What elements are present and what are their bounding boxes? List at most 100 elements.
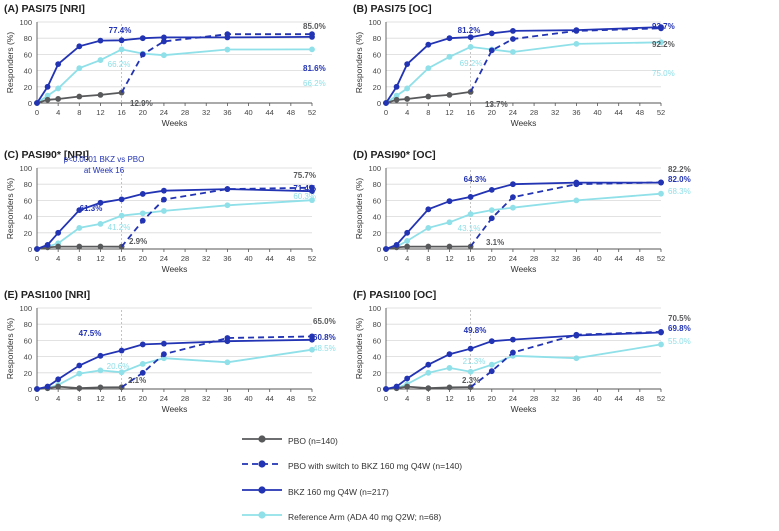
- data-point-bkz: [425, 41, 432, 48]
- data-point-bkz: [510, 336, 516, 343]
- x-tick-label: 16: [117, 394, 125, 403]
- x-tick-label: 32: [551, 254, 559, 263]
- x-tick-label: 28: [530, 254, 538, 263]
- x-tick-label: 40: [244, 394, 252, 403]
- data-point-bkz: [161, 34, 167, 41]
- data-point-pbo: [44, 96, 51, 103]
- y-tick-label: 40: [373, 67, 381, 76]
- x-tick-label: 36: [223, 254, 231, 263]
- y-tick-label: 80: [373, 320, 381, 329]
- y-tick-label: 20: [24, 83, 32, 92]
- data-point-ada: [44, 92, 51, 99]
- y-tick-label: 40: [24, 67, 32, 76]
- x-tick-label: 40: [593, 108, 601, 117]
- data-point-ada: [309, 346, 315, 353]
- data-point-ada: [97, 220, 104, 227]
- data-label: 81.6%: [303, 64, 326, 73]
- x-tick-label: 16: [117, 108, 125, 117]
- data-point-bkz: [393, 83, 400, 90]
- chart-title: (C) PASI90* [NRI]: [4, 149, 89, 161]
- x-tick-label: 16: [466, 394, 474, 403]
- x-tick-label: 4: [405, 394, 409, 403]
- x-tick-label: 40: [244, 108, 252, 117]
- x-tick-label: 4: [405, 254, 409, 263]
- data-point-ada: [488, 361, 495, 368]
- data-point-bkz: [55, 61, 62, 68]
- x-tick-label: 44: [266, 394, 274, 403]
- x-tick-label: 24: [509, 108, 517, 117]
- data-point-bkz: [309, 336, 315, 343]
- data-label: 43.1%: [458, 224, 481, 233]
- data-point-pbo: [55, 96, 62, 102]
- x-axis-label: Weeks: [162, 118, 188, 128]
- data-point-pbo: [55, 383, 62, 390]
- data-point-bkz: [97, 352, 104, 359]
- x-tick-label: 0: [384, 108, 388, 117]
- data-point-bkz: [488, 186, 495, 193]
- legend-item-pbo: PBO (n=140): [240, 430, 540, 455]
- series-line-bkz: [36, 338, 313, 390]
- data-point-pbo: [97, 243, 104, 250]
- data-point-switch: [139, 51, 146, 58]
- y-tick-label: 60: [24, 50, 32, 59]
- data-point-ada: [467, 368, 474, 375]
- series-line-switch: [120, 33, 312, 94]
- series-line-ada: [36, 348, 313, 390]
- x-tick-label: 12: [445, 108, 453, 117]
- x-tick-label: 36: [223, 394, 231, 403]
- data-point-bkz: [467, 194, 474, 200]
- data-point-bkz: [97, 37, 104, 44]
- x-tick-label: 4: [56, 254, 60, 263]
- data-label: 3.1%: [486, 238, 504, 247]
- data-point-switch: [139, 369, 146, 376]
- y-tick-label: 0: [377, 245, 381, 254]
- x-tick-label: 40: [593, 254, 601, 263]
- x-tick-label: 16: [466, 254, 474, 263]
- y-tick-label: 40: [24, 353, 32, 362]
- x-tick-label: 48: [636, 108, 644, 117]
- x-tick-label: 24: [160, 108, 168, 117]
- data-label: 60.3%: [293, 192, 316, 201]
- data-point-pbo: [425, 385, 432, 392]
- y-tick-label: 100: [19, 304, 32, 313]
- x-tick-label: 52: [308, 394, 316, 403]
- x-tick-label: 24: [509, 394, 517, 403]
- x-tick-label: 4: [405, 108, 409, 117]
- data-point-ada: [118, 369, 125, 376]
- x-axis-label: Weeks: [511, 404, 537, 414]
- data-point-bkz: [510, 28, 516, 34]
- x-tick-label: 32: [551, 108, 559, 117]
- data-point-pbo: [425, 243, 432, 250]
- data-point-ada: [467, 211, 474, 217]
- data-point-ada: [425, 65, 432, 72]
- data-label: 48.5%: [313, 344, 336, 353]
- data-point-pbo: [425, 93, 432, 100]
- data-point-ada: [309, 197, 315, 204]
- x-tick-label: 20: [488, 254, 496, 263]
- data-point-pbo: [404, 383, 411, 390]
- data-point-bkz: [467, 34, 474, 41]
- x-axis-label: Weeks: [162, 264, 188, 274]
- y-axis-label: Responders (%): [5, 178, 15, 240]
- data-point-bkz: [118, 196, 125, 203]
- x-tick-label: 48: [636, 254, 644, 263]
- data-point-bkz: [467, 345, 474, 352]
- legend-item-bkz: BKZ 160 mg Q4W (n=217): [240, 481, 540, 506]
- x-tick-label: 20: [139, 394, 147, 403]
- data-point-pbo: [76, 93, 83, 100]
- data-point-ada: [658, 341, 664, 348]
- data-point-switch: [488, 215, 495, 222]
- y-tick-label: 80: [373, 180, 381, 189]
- x-tick-label: 44: [615, 254, 623, 263]
- legend-label-bkz: BKZ 160 mg Q4W (n=217): [288, 486, 389, 497]
- x-axis-label: Weeks: [511, 264, 537, 274]
- x-tick-label: 48: [636, 394, 644, 403]
- data-point-ada: [224, 359, 231, 366]
- legend-label-switch: PBO with switch to BKZ 160 mg Q4W (n=140…: [288, 461, 463, 472]
- x-tick-label: 28: [530, 394, 538, 403]
